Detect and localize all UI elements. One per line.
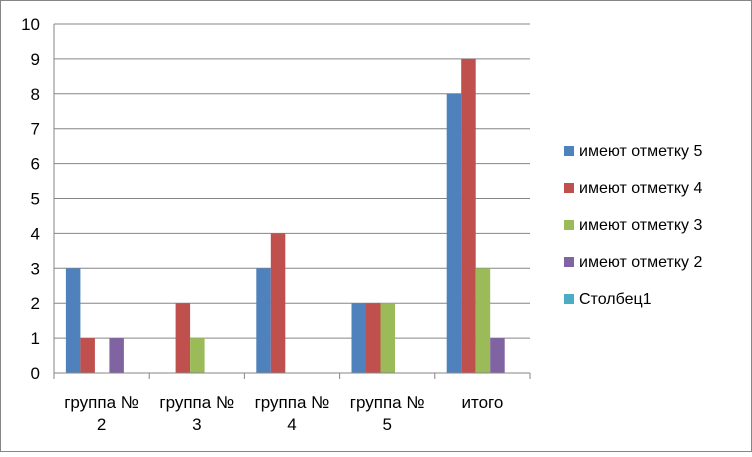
bar <box>366 303 381 373</box>
bar <box>175 303 191 373</box>
x-tick-label: 3 <box>192 415 201 434</box>
y-tick-label: 7 <box>31 120 40 139</box>
x-tick-label: группа № <box>64 393 139 412</box>
x-tick-label: 2 <box>97 415 106 434</box>
x-tick-label: группа № <box>159 393 234 412</box>
bar <box>80 338 95 373</box>
y-tick-label: 4 <box>31 224 40 243</box>
x-tick-label: итого <box>461 393 503 412</box>
axes: 0 1 2 3 4 5 6 7 8 9 10 группа № 2 группа № 3 группа № 4 г… <box>21 15 531 434</box>
y-tick-label: 3 <box>31 259 40 278</box>
x-tick-label: группа № <box>255 393 330 412</box>
bar <box>190 338 205 373</box>
y-tick-label: 0 <box>31 364 40 383</box>
bar <box>270 233 286 373</box>
legend-label: имеют отметку 5 <box>579 143 702 160</box>
x-tick-label: 4 <box>287 415 296 434</box>
y-tick-label: 5 <box>31 190 40 209</box>
legend: имеют отметку 5 имеют отметку 4 имеют отме… <box>564 143 702 308</box>
legend-label: Столбец1 <box>579 291 652 308</box>
bar <box>351 303 366 373</box>
legend-label: имеют отметку 3 <box>579 217 702 234</box>
x-tick-label: группа № <box>350 393 425 412</box>
bar <box>446 93 462 374</box>
bar <box>475 268 491 373</box>
legend-swatch <box>564 146 574 156</box>
y-tick-label: 10 <box>21 15 40 34</box>
bar <box>256 268 271 373</box>
bar <box>109 338 124 373</box>
legend-label: имеют отметку 2 <box>579 254 702 271</box>
y-tick-label: 9 <box>31 50 40 69</box>
bar <box>461 58 476 374</box>
legend-swatch <box>564 257 574 267</box>
y-tick-label: 2 <box>31 294 40 313</box>
bars <box>65 58 505 374</box>
y-tick-label: 1 <box>31 329 40 348</box>
x-tick-label: 5 <box>382 415 391 434</box>
legend-swatch <box>564 220 574 230</box>
legend-label: имеют отметку 4 <box>579 180 702 197</box>
y-tick-label: 8 <box>31 85 40 104</box>
legend-swatch <box>564 183 574 193</box>
legend-swatch <box>564 294 574 304</box>
bar <box>380 303 395 373</box>
bar <box>65 268 81 373</box>
bar <box>490 338 505 373</box>
y-tick-label: 6 <box>31 155 40 174</box>
